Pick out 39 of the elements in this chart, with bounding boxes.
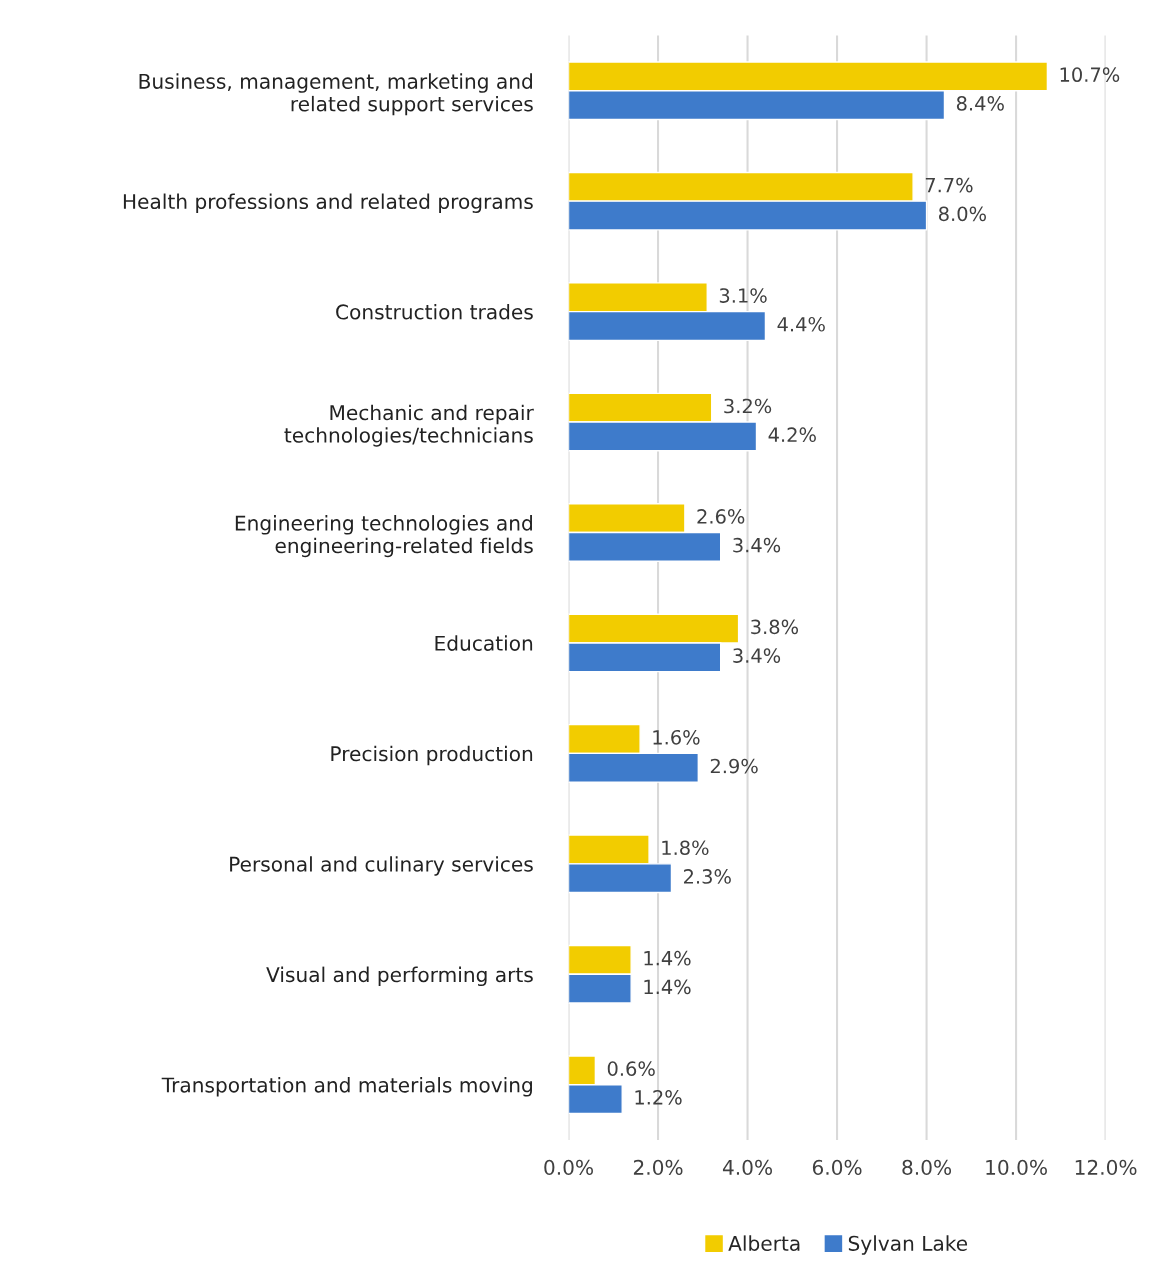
data-label: 3.1% (719, 288, 767, 303)
data-label: 0.6% (607, 1061, 655, 1076)
data-label: 3.4% (733, 648, 781, 663)
data-label: 1.4% (644, 950, 691, 966)
data-label: 1.8% (662, 840, 709, 856)
data-label: 7.7% (925, 177, 973, 193)
x-tick-label: 2.0% (633, 1159, 683, 1175)
y-tick-label: Transportation and materials moving (161, 1077, 532, 1097)
x-tick-label: 8.0% (902, 1159, 952, 1175)
data-label: 3.2% (724, 398, 772, 414)
data-label: 4.4% (777, 316, 825, 332)
y-tick-label: Business, management, marketing and related support services (139, 73, 533, 116)
y-tick-label: Construction trades (336, 303, 533, 320)
y-tick-label: Health professions and related programs (123, 193, 533, 214)
data-label: 1.6% (653, 729, 700, 745)
y-tick-label: Precision production (331, 745, 533, 766)
x-tick-label: 12.0% (1075, 1159, 1137, 1175)
data-label: 2.6% (697, 509, 745, 524)
data-label: 8.0% (938, 206, 986, 222)
data-label: 3.8% (751, 619, 799, 635)
x-tick-label: 0.0% (544, 1159, 593, 1175)
data-label: 3.4% (733, 537, 781, 553)
data-label: 8.4% (956, 96, 1004, 111)
x-tick-label: 6.0% (812, 1159, 862, 1175)
data-label: 2.3% (683, 869, 731, 884)
legend-label: Sylvan Lake (848, 1235, 968, 1255)
data-label: 1.4% (644, 979, 691, 995)
data-label: 4.2% (768, 427, 816, 443)
data-label: 10.7% (1060, 67, 1120, 83)
y-tick-label: Personal and culinary services (230, 856, 533, 876)
data-label: 2.9% (710, 758, 758, 774)
data-label: 1.2% (635, 1090, 682, 1105)
y-tick-label: Visual and performing arts (266, 966, 533, 987)
legend-label: Alberta (728, 1235, 800, 1251)
x-tick-label: 4.0% (722, 1159, 773, 1175)
y-tick-label: Engineering technologies and engineering-related fields (235, 515, 533, 558)
y-tick-label: Mechanic and repair technologies/technicians (284, 404, 534, 447)
y-tick-label: Education (435, 635, 533, 651)
x-tick-label: 10.0% (986, 1159, 1047, 1175)
